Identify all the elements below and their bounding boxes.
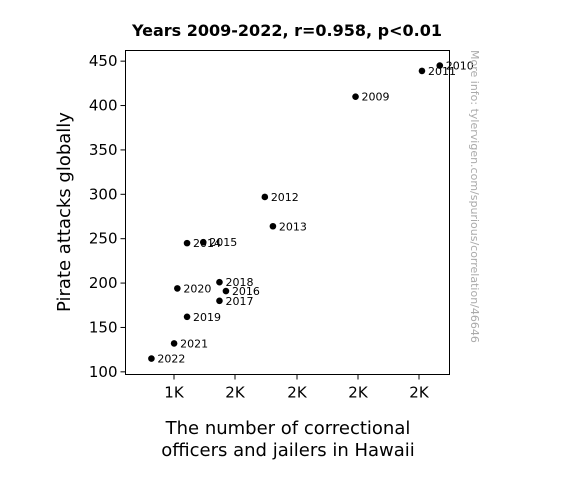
point-label-2022: 2022	[157, 353, 185, 366]
data-point-2019	[183, 313, 191, 321]
point-label-2010: 2010	[446, 60, 474, 73]
point-label-2020: 2020	[183, 282, 211, 295]
y-tick-label: 250	[89, 230, 118, 248]
data-point-2012	[261, 193, 269, 201]
y-tick-label: 350	[89, 141, 118, 159]
point-label-2016: 2016	[232, 285, 260, 298]
y-tick-label: 450	[89, 52, 118, 70]
data-point-2020	[174, 285, 181, 292]
x-axis: 1K 2K 2K 2K 2K	[164, 374, 430, 402]
data-point-2017	[216, 297, 223, 305]
point-label-2017: 2017	[225, 295, 253, 308]
data-points: 2009201020112012201320142015201620172018…	[148, 60, 474, 366]
x-axis-label-line-1: The number of correctional	[165, 418, 411, 439]
point-label-2013: 2013	[279, 220, 307, 233]
x-tick-label: 2K	[225, 384, 246, 402]
data-point-2021	[170, 340, 178, 347]
y-tick-label: 100	[89, 363, 118, 381]
x-tick-label: 1K	[164, 384, 185, 402]
plot-area-frame	[125, 50, 450, 375]
x-tick-label: 2K	[287, 384, 308, 402]
data-point-2022	[148, 355, 155, 362]
data-point-2013	[269, 222, 277, 230]
x-tick-label: 2K	[409, 384, 430, 402]
point-label-2018: 2018	[225, 276, 253, 289]
data-point-2015	[199, 238, 207, 246]
point-label-2015: 2015	[209, 236, 237, 249]
x-tick-label: 2K	[348, 384, 369, 402]
y-axis-label: Pirate attacks globally	[54, 112, 75, 312]
y-tick-label: 400	[89, 97, 118, 115]
y-tick-label: 200	[89, 274, 118, 292]
point-label-2019: 2019	[193, 311, 221, 324]
chart-title: Years 2009-2022, r=0.958, p<0.01	[131, 21, 442, 40]
point-label-2009: 2009	[362, 91, 390, 104]
point-label-2011: 2011	[428, 65, 456, 78]
data-point-2011	[418, 67, 426, 75]
data-point-2009	[352, 93, 359, 100]
data-point-2010	[436, 62, 444, 69]
y-tick-label: 150	[89, 318, 118, 336]
y-tick-label: 300	[89, 185, 118, 203]
data-point-2016	[222, 287, 230, 295]
source-note: More info: tylervigen.com/spurious/corre…	[468, 50, 481, 343]
point-label-2012: 2012	[271, 191, 299, 204]
point-label-2021: 2021	[180, 337, 208, 350]
data-point-2018	[216, 278, 223, 286]
point-label-2014: 2014	[193, 237, 221, 250]
y-axis: 100 150 200 250 300 350 400 450	[89, 52, 126, 381]
data-point-2014	[183, 239, 191, 247]
x-axis-label-line-2: officers and jailers in Hawaii	[161, 440, 415, 461]
